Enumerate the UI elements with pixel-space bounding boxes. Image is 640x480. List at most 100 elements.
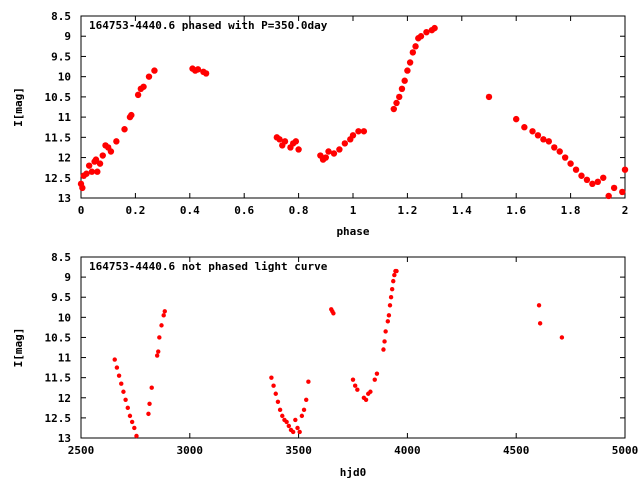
y-tick-label: 9.5 [51,50,71,63]
data-point [134,433,139,439]
data-point [121,389,126,394]
data-point [269,375,274,380]
data-point [157,335,162,340]
data-point [431,24,438,32]
data-point [394,268,399,274]
x-axis-label: phase [336,225,369,238]
data-point [521,124,528,131]
data-point [325,148,332,155]
data-point [355,387,360,392]
data-point [79,184,86,192]
data-point [621,166,629,173]
data-point [275,399,281,404]
data-point [412,43,419,50]
data-point [381,347,386,352]
data-point [125,405,130,411]
data-point [556,148,563,155]
data-point [202,70,210,77]
data-point [330,150,338,157]
x-tick-label: 4000 [394,444,421,457]
data-point [286,423,292,429]
data-point [145,73,153,80]
data-point [194,66,202,73]
data-point [107,148,115,155]
data-point [536,303,542,308]
data-point [372,377,377,382]
x-tick-label: 0.6 [234,204,254,217]
data-point [116,373,122,378]
phased-light-curve-panel: 0 0.2 0.4 0.6 0.8 1 1.2 1.4 1.6 1.8 2 8.5 9 9.5 10 10.5… [12,10,628,238]
data-point [383,329,388,334]
data-point [88,168,96,175]
data-point [398,85,406,93]
y-axis-label: I[mag] [12,87,25,127]
y-tick-label: 9 [64,271,71,284]
data-point [304,397,309,402]
data-point [292,138,300,145]
data-point [534,132,542,139]
data-point [99,152,106,159]
x-tick-label: 1.8 [561,204,581,217]
data-point [417,33,425,40]
data-point [94,168,101,175]
data-point [301,407,307,413]
data-point [271,383,276,388]
data-point [619,188,626,196]
y-tick-label: 12 [58,152,71,165]
data-point [594,178,601,186]
y-tick-label: 10.5 [45,331,72,344]
data-point [149,385,154,390]
data-point [119,381,124,386]
x-tick-label: 2500 [68,444,95,457]
y-tick-label: 10 [58,311,71,324]
y-tick-label: 13 [58,192,71,205]
data-point [156,349,161,354]
data-point [404,67,411,74]
data-point [96,160,104,167]
y-axis-label: I[mag] [12,328,25,368]
data-point [389,286,395,292]
unphased-light-curve-panel: 2500 3000 3500 4000 4500 5000 8.5 9 9.5 10 10.5 11 1… [12,251,638,479]
data-point [350,377,356,382]
data-point [391,278,396,284]
data-point [146,411,151,417]
data-point [280,413,285,419]
data-point [132,425,137,431]
data-point [129,419,135,425]
data-point [485,93,493,101]
chart-title: 164753-4440.6 phased with P=350.0day [89,19,328,32]
y-tick-label: 12.5 [45,412,72,425]
y-tick-label: 9 [64,30,71,43]
data-point [583,176,591,183]
data-point [284,419,289,425]
x-tick-label: 2 [622,204,629,217]
plot-frame [80,15,626,199]
data-point [360,128,368,135]
data-point [572,166,580,173]
data-point [374,371,380,376]
data-point [578,172,585,179]
plot-frame [80,256,626,439]
data-point [561,154,569,161]
x-axis-label: hjd0 [340,466,367,479]
data-point [83,170,90,177]
data-point [545,138,553,145]
data-point [140,83,147,90]
data-point [540,136,547,143]
data-point [589,180,596,188]
data-point [151,67,158,74]
data-point [92,156,100,163]
data-point [610,184,618,192]
x-tick-label: 0.2 [125,204,145,217]
data-point [605,192,612,200]
data-point [401,77,408,84]
x-tick-label: 3500 [285,444,312,457]
data-point [382,339,387,344]
data-point [559,335,565,340]
data-point [85,162,93,169]
y-tick-label: 10.5 [45,91,72,104]
data-point [513,115,520,123]
x-tick-label: 1.4 [452,204,472,217]
data-point [600,174,607,181]
